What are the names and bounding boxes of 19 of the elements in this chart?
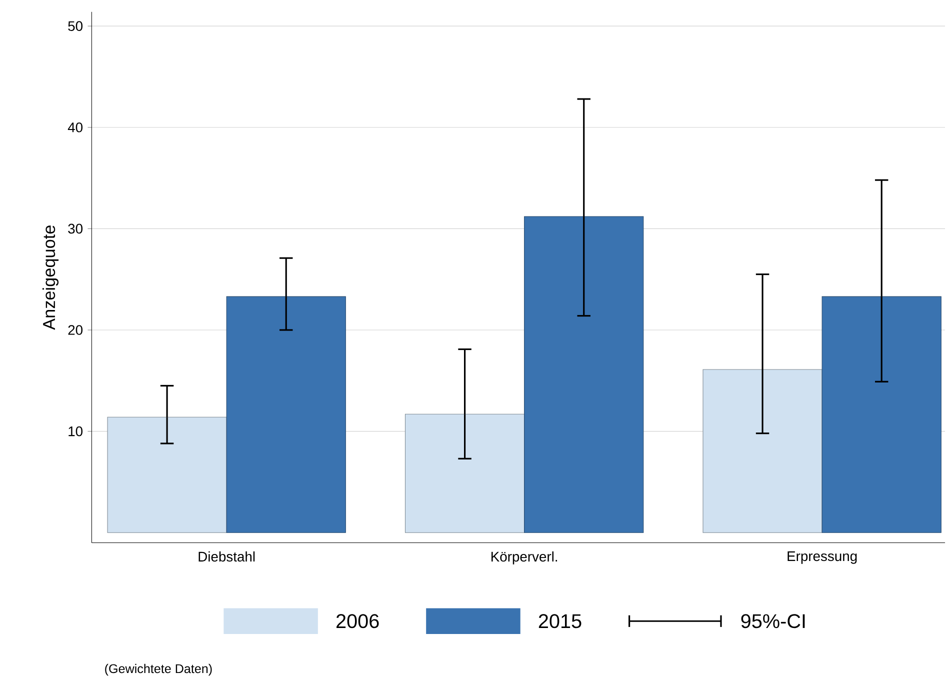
bar — [702, 369, 822, 534]
y-tick-label: 30 — [68, 224, 83, 234]
y-tick-label: 50 — [68, 21, 83, 32]
x-tick-label: Erpressung — [788, 552, 857, 564]
x-tick-label: Körperverl. — [491, 552, 558, 564]
y-tick-label: 20 — [68, 325, 83, 336]
text: 95%-CI — [741, 614, 805, 628]
legend-label: 2015 — [538, 614, 582, 628]
legend-label: 2006 — [336, 614, 379, 628]
bar — [822, 296, 942, 534]
bar — [226, 296, 346, 534]
text: (Gewichtete Daten) — [105, 664, 212, 676]
x-tick-label: Diebstahl — [198, 552, 255, 562]
y-tick-label: 10 — [68, 426, 83, 436]
bar — [107, 417, 227, 534]
y-axis-title: Anzeigequote — [42, 226, 59, 330]
y-tick-label: 40 — [68, 122, 83, 132]
bar — [524, 216, 644, 534]
bar — [404, 414, 525, 534]
